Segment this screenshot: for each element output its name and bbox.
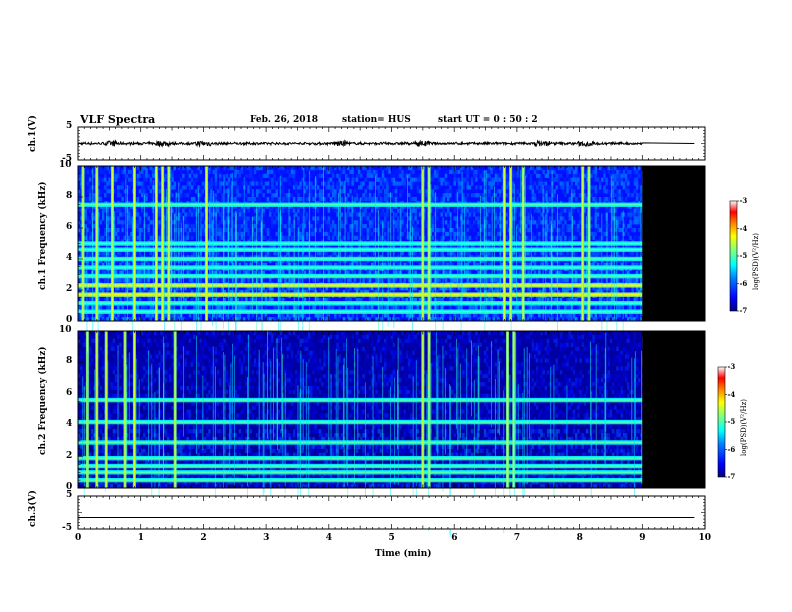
ch1-ytick-label: -5 [62,154,72,164]
x-tick-label: 0 [75,533,82,543]
freq-tick-label: 10 [59,160,72,170]
ch2-freq-ylabel: ch.2 Frequency (kHz) [38,346,48,455]
freq-tick-label: 0 [66,482,73,492]
ch3-ylabel: ch.3(V) [28,490,38,527]
colorbar-tick-label: -4 [727,389,736,399]
ch2-spectrogram-image [78,331,705,537]
x-tick-label: 5 [388,533,395,543]
ch1-spectrogram-image [78,166,705,377]
x-axis-ticks [77,127,706,529]
ch2-spectrogram-ticks [78,330,705,489]
ch2-colorbar [717,366,727,478]
x-axis-label: Time (min) [375,549,432,559]
colorbar-tick-label: -7 [739,306,748,315]
x-tick-label: 10 [698,533,712,543]
ch1-waveform-trace [77,139,695,148]
freq-tick-label: 4 [66,419,73,430]
ch1-waveform-panel [77,126,706,161]
x-tick-label: 8 [576,533,583,543]
ch1-spectrogram-ticks [78,165,705,322]
ch3-waveform-panel [77,495,706,530]
freq-tick-label: 6 [66,222,73,232]
station-label: station= HUS [342,115,411,125]
freq-tick-label: 8 [66,356,73,367]
x-tick-label: 1 [137,533,144,543]
freq-tick-label: 8 [66,191,73,201]
colorbar-tick-label: -7 [727,472,736,481]
colorbar-tick-label: -5 [727,417,736,426]
freq-tick-label: 4 [66,253,73,263]
freq-tick-label: 10 [59,325,72,335]
x-tick-label: 6 [451,533,458,543]
chart-title: VLF Spectra [80,113,156,126]
x-tick-label: 7 [513,533,521,543]
freq-tick-label: 0 [66,315,73,325]
freq-tick-label: 2 [66,450,73,461]
freq-tick-label: 6 [66,387,73,398]
colorbar-tick-label: -6 [727,444,736,454]
start-time-label: start UT = 0 : 50 : 2 [438,115,538,125]
x-tick-label: 3 [263,533,270,543]
colorbar-tick-label: -6 [739,278,748,288]
ch1-colorbar-label: log(PSD)(V²/Hz) [752,233,760,290]
colorbar-tick-label: -4 [739,223,748,233]
x-tick-label: 2 [200,533,207,543]
freq-tick-label: 2 [66,284,73,294]
colorbar-tick-label: -3 [739,196,748,205]
ch2-spectrogram-panel [77,330,706,537]
colorbar-tick-label: -3 [727,362,736,371]
ch1-freq-ylabel: ch.1 Frequency (kHz) [38,181,48,290]
date-label: Feb. 26, 2018 [250,115,319,125]
ch1-ylabel: ch.1(V) [28,115,38,152]
x-tick-label: 9 [639,533,646,543]
x-tick-label: 4 [325,533,333,543]
ch1-ytick-label: 5 [66,121,73,131]
ch3-ytick-label: 5 [66,490,73,500]
ch1-colorbar [729,200,739,312]
ch3-ytick-label: -5 [62,523,72,533]
colorbar-tick-label: -5 [739,251,748,260]
ch2-colorbar-label: log(PSD)(V²/Hz) [740,399,748,456]
ch1-spectrogram-panel [77,165,706,377]
